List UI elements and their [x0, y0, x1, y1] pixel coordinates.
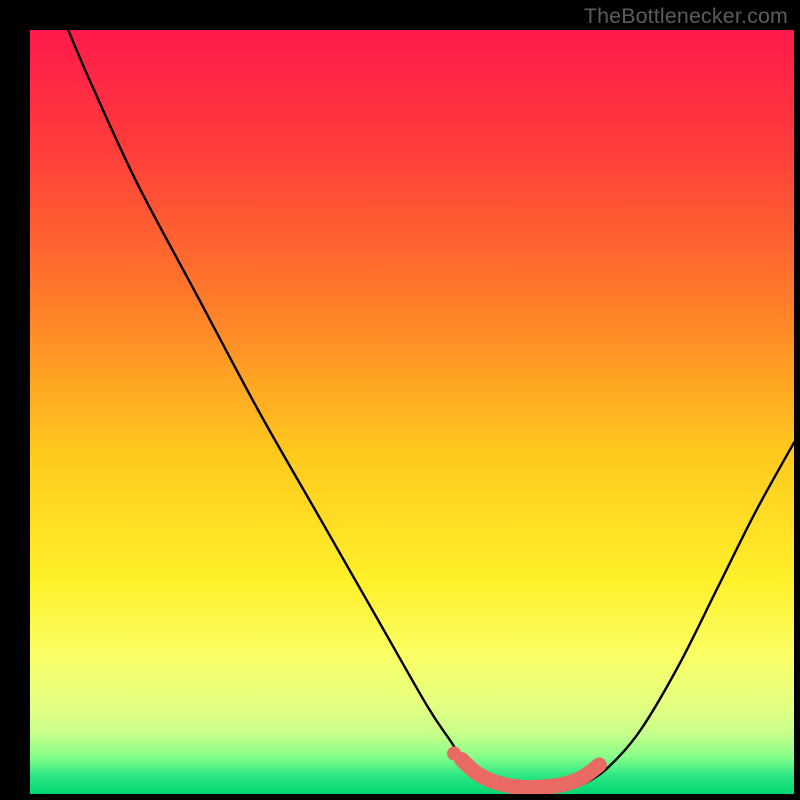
watermark-text: TheBottlenecker.com [584, 4, 788, 29]
chart-frame: TheBottlenecker.com [0, 0, 800, 800]
optimal-range-start-dot [447, 747, 461, 761]
bottleneck-chart [0, 0, 800, 800]
